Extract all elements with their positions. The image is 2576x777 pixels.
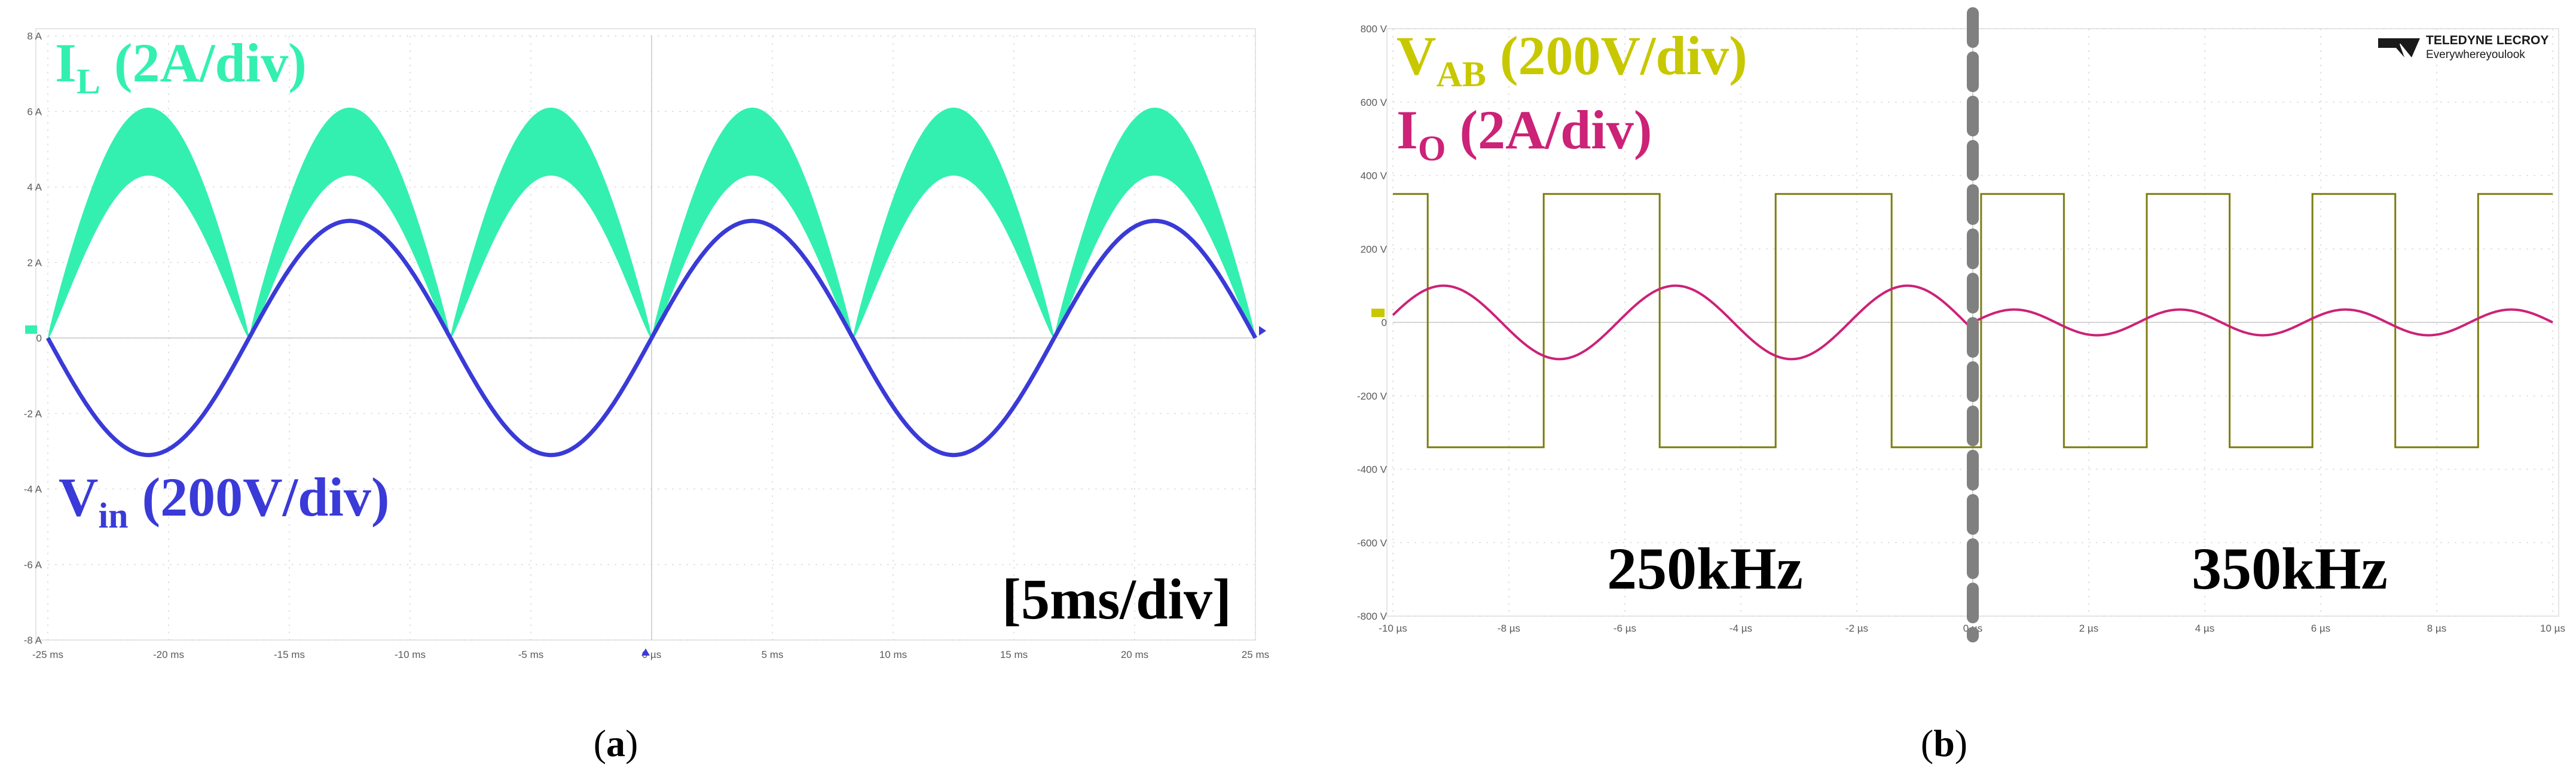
y-tick-a-6: -4 A xyxy=(24,484,42,495)
y-tick-a-0: 8 A xyxy=(27,31,42,42)
caption-a: (a) xyxy=(594,722,638,764)
x-tick-a-1: -20 ms xyxy=(153,649,184,660)
y-tick-b-2: 400 V xyxy=(1361,170,1388,182)
y-tick-a-3: 2 A xyxy=(27,257,42,269)
x-tick-a-6: 5 ms xyxy=(762,649,784,660)
x-tick-b-10: 10 µs xyxy=(2540,623,2565,634)
x-tick-b-2: -6 µs xyxy=(1614,623,1636,634)
ground-marker-b xyxy=(1371,309,1385,317)
y-tick-a-5: -2 A xyxy=(24,408,42,419)
trace-vin-voltage xyxy=(45,218,1258,458)
x-tick-b-6: 2 µs xyxy=(2079,623,2098,634)
timebase-label: [5ms/div] xyxy=(1002,567,1232,631)
trace-vab-voltage xyxy=(1393,193,2553,449)
brand-name: TELEDYNE LECROY xyxy=(2426,33,2549,47)
y-tick-a-8: -8 A xyxy=(24,635,42,646)
x-tick-a-7: 10 ms xyxy=(879,649,907,660)
x-tick-b-1: -8 µs xyxy=(1498,623,1520,634)
y-tick-b-8: -800 V xyxy=(1357,611,1388,622)
y-tick-b-3: 200 V xyxy=(1361,243,1388,255)
segment-label-250khz: 250kHz xyxy=(1607,535,1803,602)
y-tick-a-1: 6 A xyxy=(27,106,42,117)
caption-b: (b) xyxy=(1921,722,1967,764)
segment-label-350khz: 350kHz xyxy=(2192,535,2388,602)
y-tick-b-5: -200 V xyxy=(1357,391,1388,402)
y-tick-a-2: 4 A xyxy=(27,182,42,193)
y-tick-a-4: 0 xyxy=(36,333,42,344)
x-tick-b-0: -10 µs xyxy=(1379,623,1407,634)
x-tick-b-4: -2 µs xyxy=(1845,623,1868,634)
plot-area-a xyxy=(35,28,1256,641)
x-tick-b-9: 8 µs xyxy=(2427,623,2446,634)
legend-vin: Vin (200V/div) xyxy=(59,467,390,535)
ground-marker-a xyxy=(25,325,37,334)
x-tick-a-4: -5 ms xyxy=(518,649,544,660)
y-tick-a-7: -6 A xyxy=(24,559,42,571)
brand-logo: TELEDYNE LECROY Everywhereyoulook xyxy=(2378,33,2549,61)
y-tick-b-4: 0 xyxy=(1382,317,1387,328)
x-tick-a-2: -15 ms xyxy=(274,649,305,660)
panel-b: 800 V 600 V 400 V 200 V 0 -200 V -400 V -600 V -… xyxy=(1357,7,2565,764)
panel-a: 8 A 6 A 4 A 2 A 0 -2 A -4 A -6 A -8 A -25 ms -20 … xyxy=(24,28,1269,764)
y-tick-labels-b: 800 V 600 V 400 V 200 V 0 -200 V -400 V -600 V -… xyxy=(1357,23,1388,622)
x-tick-labels-a: -25 ms -20 ms -15 ms -10 ms -5 ms 0 µs 5 ms 10 … xyxy=(32,649,1269,660)
trace-il-current xyxy=(48,107,1255,338)
time-marker-a xyxy=(641,648,650,656)
y-tick-b-7: -600 V xyxy=(1357,537,1388,549)
x-tick-a-3: -10 ms xyxy=(395,649,426,660)
y-tick-b-6: -400 V xyxy=(1357,464,1388,476)
x-tick-b-3: -4 µs xyxy=(1729,623,1752,634)
x-tick-a-8: 15 ms xyxy=(1000,649,1028,660)
brand-tagline: Everywhereyoulook xyxy=(2426,48,2525,61)
x-tick-a-0: -25 ms xyxy=(32,649,63,660)
y-tick-labels-a: 8 A 6 A 4 A 2 A 0 -2 A -4 A -6 A -8 A xyxy=(24,31,42,646)
legend-vab: VAB (200V/div) xyxy=(1397,25,1747,94)
y-tick-b-1: 600 V xyxy=(1361,97,1388,108)
legend-il: IL (2A/div) xyxy=(55,32,307,101)
x-tick-b-8: 6 µs xyxy=(2311,623,2330,634)
x-tick-a-9: 20 ms xyxy=(1121,649,1148,660)
y-tick-b-0: 800 V xyxy=(1361,23,1388,35)
x-tick-b-7: 4 µs xyxy=(2195,623,2214,634)
x-tick-a-10: 25 ms xyxy=(1242,649,1269,660)
trigger-marker-a xyxy=(1259,326,1266,336)
legend-io: IO (2A/div) xyxy=(1397,99,1652,168)
brand-logo-icon xyxy=(2378,38,2420,57)
